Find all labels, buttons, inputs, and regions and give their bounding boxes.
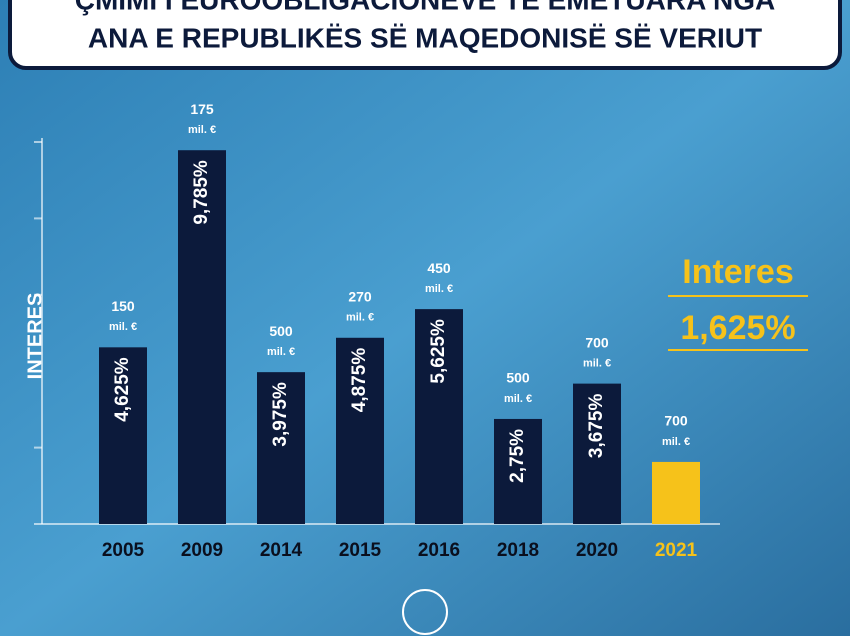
- bar: [573, 383, 621, 524]
- x-tick-label: 2014: [260, 540, 303, 561]
- title-box: [8, 0, 842, 70]
- x-tick-label: 2016: [418, 540, 460, 561]
- amount-unit: mil. €: [267, 346, 295, 358]
- amount-unit: mil. €: [188, 124, 216, 136]
- x-tick-label: 2018: [497, 540, 539, 561]
- value-label: 3,975%: [270, 382, 291, 447]
- bar: [257, 372, 305, 524]
- amount-unit: mil. €: [504, 393, 532, 405]
- amount-unit: mil. €: [662, 436, 690, 448]
- x-tick-label: 2021: [655, 540, 698, 561]
- x-tick-label: 2020: [576, 540, 618, 561]
- amount-label: 500: [506, 370, 530, 386]
- amount-label: 500: [269, 323, 293, 339]
- x-tick-label: 2005: [102, 540, 145, 561]
- callout-value: 1,625%: [680, 309, 795, 347]
- value-label: 2,75%: [507, 429, 528, 483]
- bar: [652, 461, 700, 524]
- amount-label: 270: [348, 288, 372, 304]
- y-axis-label: INTERES: [24, 293, 46, 380]
- x-tick-label: 2009: [181, 540, 223, 561]
- x-tick-label: 2015: [339, 540, 382, 561]
- amount-label: 700: [585, 334, 609, 350]
- value-label: 4,875%: [349, 348, 370, 413]
- amount-unit: mil. €: [425, 283, 453, 295]
- amount-label: 175: [190, 101, 214, 117]
- amount-unit: mil. €: [109, 321, 137, 333]
- bar: [336, 337, 384, 524]
- amount-label: 450: [427, 260, 451, 276]
- bar: [99, 347, 147, 524]
- bar: [494, 418, 542, 524]
- amount-label: 700: [664, 413, 688, 429]
- value-label: 3,675%: [586, 394, 607, 459]
- title-line: ÇMIMI I EUROOBLIGACIONEVE TË EMETUARA NG…: [75, 0, 776, 15]
- value-label: 5,625%: [428, 319, 449, 384]
- value-label: 4,625%: [112, 357, 133, 422]
- emblem: [402, 589, 448, 635]
- title-line: ANA E REPUBLIKËS SË MAQEDONISË SË VERIUT: [88, 22, 762, 53]
- bar: [178, 150, 226, 524]
- amount-unit: mil. €: [346, 312, 374, 324]
- amount-unit: mil. €: [583, 358, 611, 370]
- callout-title: Interes: [682, 253, 794, 291]
- amount-label: 150: [111, 298, 135, 314]
- value-label: 9,785%: [191, 160, 212, 225]
- bar: [415, 309, 463, 524]
